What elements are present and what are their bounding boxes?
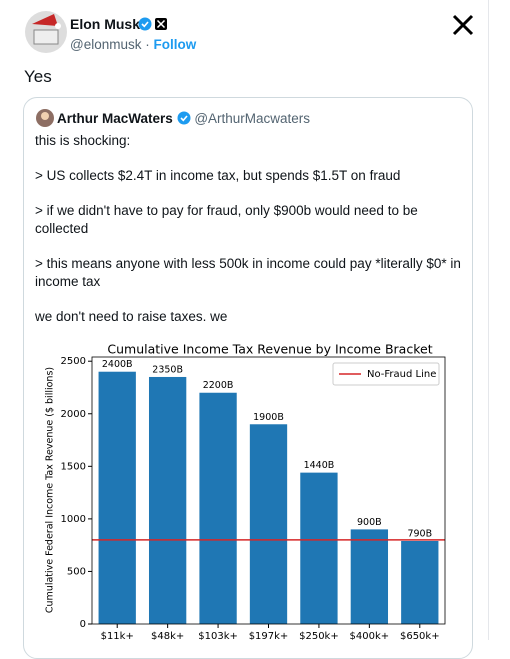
x-tick-label: $197k+ xyxy=(249,631,289,640)
author-name[interactable]: Elon Musk xyxy=(70,16,141,32)
quote-paragraph: this is shocking: xyxy=(35,133,131,148)
value-label: 2200B xyxy=(203,380,234,391)
chart-title: Cumulative Income Tax Revenue by Income … xyxy=(107,342,432,357)
quote-paragraph: > if we didn't have to pay for fraud, on… xyxy=(35,203,418,236)
x-tick-label: $650k+ xyxy=(400,631,440,640)
handle-row: @elonmusk · Follow xyxy=(70,37,196,52)
quote-handle[interactable]: @ArthurMacwaters xyxy=(194,111,311,126)
bar xyxy=(401,540,439,624)
value-label: 1900B xyxy=(253,412,284,423)
quote-author[interactable]: Arthur MacWaters xyxy=(57,111,173,126)
x-tick-label: $400k+ xyxy=(350,631,390,640)
tweet-text: Yes xyxy=(24,67,52,86)
y-tick-label: 0 xyxy=(80,619,86,630)
value-label: 900B xyxy=(357,517,382,528)
value-label: 1440B xyxy=(304,460,335,471)
quote-avatar[interactable] xyxy=(35,108,55,128)
handle[interactable]: @elonmusk xyxy=(70,37,142,52)
value-label: 790B xyxy=(407,528,432,539)
avatar[interactable] xyxy=(24,10,68,54)
value-label: 2400B xyxy=(102,359,133,370)
y-tick-label: 2500 xyxy=(61,356,86,367)
chart: Cumulative Income Tax Revenue by Income … xyxy=(45,342,446,640)
x-tick-label: $103k+ xyxy=(198,631,238,640)
legend-box xyxy=(332,362,440,386)
x-tick-label: $11k+ xyxy=(101,631,134,640)
quote-paragraph: > US collects $2.4T in income tax, but s… xyxy=(35,168,401,183)
divider xyxy=(488,0,489,640)
badges xyxy=(138,17,167,31)
quote-header: Arthur MacWaters @ArthurMacwaters xyxy=(57,111,310,126)
x-tick-label: $250k+ xyxy=(299,631,339,640)
page: Elon Musk @elonmusk · Follow Yes Arthur … xyxy=(23,0,489,659)
y-tick-label: 1000 xyxy=(61,514,86,525)
axes-frame xyxy=(91,356,446,625)
y-tick-label: 2000 xyxy=(61,409,86,420)
y-tick-label: 500 xyxy=(67,566,86,577)
quote-paragraph: > this means anyone with less 500k in in… xyxy=(35,256,461,289)
bar xyxy=(300,472,338,624)
y-axis-label: Cumulative Federal Income Tax Revenue ($… xyxy=(45,367,56,613)
separator: · xyxy=(145,37,150,52)
legend-label: No-Fraud Line xyxy=(367,369,436,380)
bar xyxy=(98,371,136,624)
x-tick-label: $48k+ xyxy=(151,631,184,640)
follow-button[interactable]: Follow xyxy=(153,37,197,52)
value-label: 2350B xyxy=(152,364,183,375)
verified-badge xyxy=(177,111,191,125)
quote-text: this is shocking: > US collects $2.4T in … xyxy=(35,132,465,343)
y-tick-label: 1500 xyxy=(61,461,86,472)
bar xyxy=(148,376,187,624)
bar xyxy=(199,392,237,624)
bar xyxy=(249,424,288,624)
bar xyxy=(350,529,389,624)
quote-paragraph: we don't need to raise taxes. we xyxy=(35,309,228,324)
x-logo[interactable] xyxy=(452,14,474,36)
